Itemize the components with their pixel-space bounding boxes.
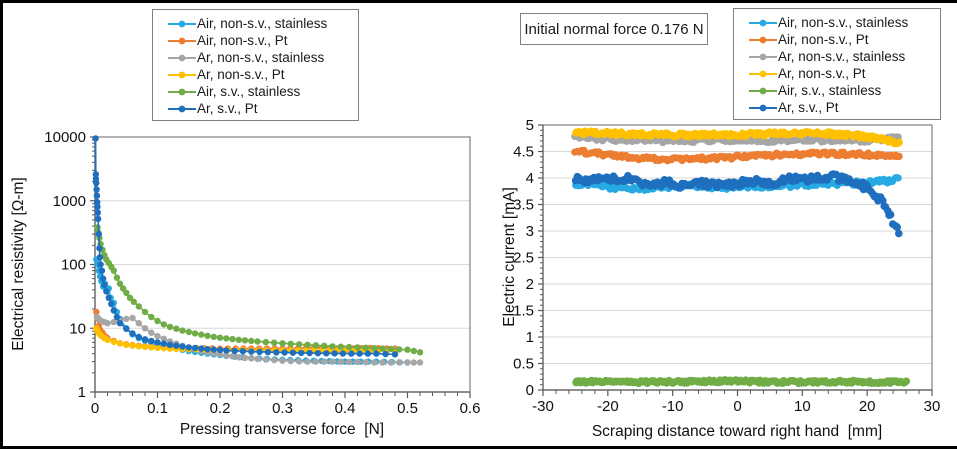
svg-text:4: 4 bbox=[526, 170, 534, 187]
svg-text:1: 1 bbox=[78, 384, 86, 401]
legend-item: Ar, non-s.v., Pt bbox=[748, 65, 934, 82]
legend-item: Air, non-s.v., Pt bbox=[167, 32, 352, 49]
x-axis-label-distance: Scraping distance toward right hand [mm] bbox=[591, 423, 883, 440]
screen-border-left bbox=[0, 0, 3, 449]
legend-item: Ar, non-s.v., Pt bbox=[167, 66, 352, 83]
legend-item-label: Ar, s.v., Pt bbox=[197, 101, 258, 116]
svg-text:10000: 10000 bbox=[44, 129, 86, 146]
legend-resistivity-chart: Air, non-s.v., stainless Air, non-s.v., … bbox=[152, 9, 359, 121]
legend-item-label: Ar, s.v., Pt bbox=[778, 100, 839, 115]
legend-marker-icon bbox=[168, 20, 196, 27]
legend-item: Ar, s.v., Pt bbox=[167, 100, 352, 117]
legend-item-label: Air, non-s.v., stainless bbox=[197, 16, 328, 31]
svg-text:0: 0 bbox=[733, 398, 741, 415]
annotation-text: Initial normal force 0.176 N bbox=[524, 20, 704, 38]
svg-text:-30: -30 bbox=[532, 398, 554, 415]
svg-text:5: 5 bbox=[526, 117, 534, 134]
svg-text:3: 3 bbox=[526, 223, 534, 240]
screen-border-top bbox=[0, 0, 957, 3]
legend-item: Air, s.v., stainless bbox=[167, 83, 352, 100]
legend-marker-icon bbox=[749, 87, 777, 94]
legend-item-label: Ar, non-s.v., Pt bbox=[197, 67, 285, 82]
legend-marker-icon bbox=[749, 19, 777, 26]
svg-text:0.6: 0.6 bbox=[460, 400, 481, 417]
legend-item: Air, non-s.v., stainless bbox=[748, 14, 934, 31]
legend-marker-icon bbox=[168, 54, 196, 61]
svg-text:0: 0 bbox=[526, 382, 534, 399]
svg-text:0.2: 0.2 bbox=[210, 400, 231, 417]
legend-item-label: Ar, non-s.v., stainless bbox=[197, 50, 325, 65]
legend-item: Ar, s.v., Pt bbox=[748, 99, 934, 116]
svg-text:-20: -20 bbox=[597, 398, 619, 415]
svg-text:10: 10 bbox=[69, 320, 86, 337]
svg-text:3.5: 3.5 bbox=[513, 197, 534, 214]
svg-text:0.1: 0.1 bbox=[147, 400, 168, 417]
legend-item: Air, s.v., stainless bbox=[748, 82, 934, 99]
svg-text:10: 10 bbox=[794, 398, 811, 415]
svg-text:1: 1 bbox=[526, 329, 534, 346]
legend-item-label: Ar, non-s.v., Pt bbox=[778, 66, 866, 81]
legend-item: Air, non-s.v., stainless bbox=[167, 15, 352, 32]
legend-item: Ar, non-s.v., stainless bbox=[167, 49, 352, 66]
svg-text:4.5: 4.5 bbox=[513, 144, 534, 161]
svg-text:1.5: 1.5 bbox=[513, 303, 534, 320]
legend-marker-icon bbox=[168, 105, 196, 112]
legend-marker-icon bbox=[168, 37, 196, 44]
svg-text:-10: -10 bbox=[662, 398, 684, 415]
legend-marker-icon bbox=[168, 71, 196, 78]
svg-text:2.5: 2.5 bbox=[513, 250, 534, 267]
legend-marker-icon bbox=[749, 36, 777, 43]
y-axis-label-resistivity: Electrical resistivity [Ω-m] bbox=[10, 177, 27, 351]
x-axis-label-force: Pressing transverse force [N] bbox=[179, 421, 385, 438]
y-axis-label-current: Electric current [mA] bbox=[501, 187, 518, 327]
svg-text:0.5: 0.5 bbox=[397, 400, 418, 417]
legend-current-chart: Air, non-s.v., stainless Air, non-s.v., … bbox=[733, 8, 941, 120]
legend-item-label: Air, s.v., stainless bbox=[197, 84, 301, 99]
svg-text:0: 0 bbox=[91, 400, 99, 417]
legend-marker-icon bbox=[749, 53, 777, 60]
legend-item-label: Air, non-s.v., stainless bbox=[778, 15, 909, 30]
svg-text:1000: 1000 bbox=[53, 193, 86, 210]
svg-text:100: 100 bbox=[61, 257, 86, 274]
annotation-box: Initial normal force 0.176 N bbox=[520, 13, 708, 45]
svg-text:0.4: 0.4 bbox=[335, 400, 356, 417]
svg-text:2: 2 bbox=[526, 276, 534, 293]
legend-item-label: Air, non-s.v., Pt bbox=[197, 33, 288, 48]
legend-item: Air, non-s.v., Pt bbox=[748, 31, 934, 48]
svg-text:30: 30 bbox=[924, 398, 941, 415]
legend-item-label: Air, non-s.v., Pt bbox=[778, 32, 869, 47]
legend-marker-icon bbox=[749, 104, 777, 111]
legend-item: Ar, non-s.v., stainless bbox=[748, 48, 934, 65]
svg-text:0.3: 0.3 bbox=[272, 400, 293, 417]
legend-item-label: Air, s.v., stainless bbox=[778, 83, 882, 98]
legend-item-label: Ar, non-s.v., stainless bbox=[778, 49, 906, 64]
svg-text:0.5: 0.5 bbox=[513, 356, 534, 373]
svg-text:20: 20 bbox=[859, 398, 876, 415]
screen-border-bottom bbox=[0, 446, 957, 449]
legend-marker-icon bbox=[168, 88, 196, 95]
legend-marker-icon bbox=[749, 70, 777, 77]
